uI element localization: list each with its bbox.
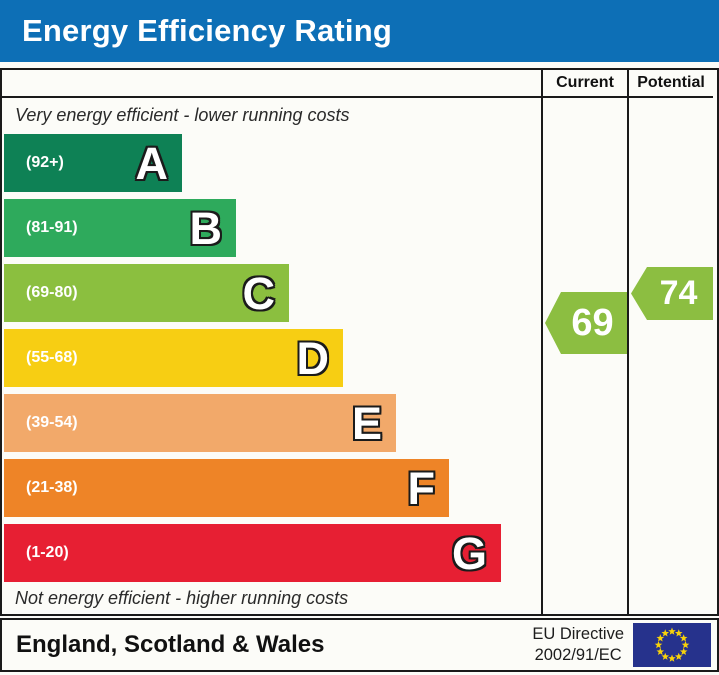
current-rating-cell: 69 — [541, 98, 627, 614]
potential-rating-value: 74 — [659, 274, 698, 312]
band-bar-c: (69-80) C — [4, 264, 289, 322]
bands: (92+) A (81-91) B (69-80) C (55-68) D (39-54) E (2… — [4, 134, 501, 582]
band-bar-a: (92+) A — [4, 134, 182, 192]
rating-chart: Current Potential Very energy efficient … — [0, 68, 719, 616]
panel-header: Energy Efficiency Rating — [0, 0, 719, 62]
eu-directive-label: EU Directive 2002/91/EC — [532, 624, 624, 665]
band-range-label: (92+) — [26, 154, 64, 171]
potential-column-header: Potential — [627, 70, 713, 98]
caption-efficient: Very energy efficient - lower running co… — [15, 105, 350, 125]
band-range-label: (69-80) — [26, 284, 78, 301]
band-letter: F — [407, 462, 436, 514]
current-rating-value: 69 — [571, 301, 614, 344]
band-letter: A — [135, 137, 169, 189]
eu-directive-line2: 2002/91/EC — [534, 646, 622, 664]
band-bar-f: (21-38) F — [4, 459, 449, 517]
band-row-g: (1-20) G — [4, 524, 501, 582]
band-range-label: (81-91) — [26, 219, 78, 236]
band-range-label: (1-20) — [26, 544, 69, 561]
region-label: England, Scotland & Wales — [16, 631, 325, 658]
eu-flag-icon — [633, 623, 711, 667]
band-letter: B — [189, 202, 223, 254]
potential-rating-arrow: 74 — [631, 267, 713, 320]
caption-inefficient: Not energy efficient - higher running co… — [15, 588, 349, 608]
potential-rating-cell: 74 — [627, 98, 713, 614]
band-row-a: (92+) A — [4, 134, 501, 192]
band-letter: D — [296, 332, 330, 384]
page-title: Energy Efficiency Rating — [22, 13, 393, 48]
bands-area: Very energy efficient - lower running co… — [2, 98, 541, 614]
current-rating-arrow: 69 — [545, 292, 627, 354]
band-row-e: (39-54) E — [4, 394, 501, 452]
band-row-c: (69-80) C — [4, 264, 501, 322]
band-letter: G — [451, 527, 487, 579]
eu-directive-line1: EU Directive — [532, 625, 624, 644]
band-range-label: (55-68) — [26, 349, 78, 366]
band-bar-d: (55-68) D — [4, 329, 343, 387]
band-letter: C — [242, 267, 276, 319]
chart-header-spacer — [2, 70, 541, 98]
current-column-header: Current — [541, 70, 627, 98]
band-row-f: (21-38) F — [4, 459, 501, 517]
band-row-d: (55-68) D — [4, 329, 501, 387]
footer-bar: England, Scotland & Wales EU Directive 2… — [0, 618, 719, 672]
band-letter: E — [351, 397, 382, 449]
band-range-label: (21-38) — [26, 479, 78, 496]
band-row-b: (81-91) B — [4, 199, 501, 257]
band-bar-b: (81-91) B — [4, 199, 236, 257]
band-bar-g: (1-20) G — [4, 524, 501, 582]
band-range-label: (39-54) — [26, 414, 78, 431]
band-bar-e: (39-54) E — [4, 394, 396, 452]
